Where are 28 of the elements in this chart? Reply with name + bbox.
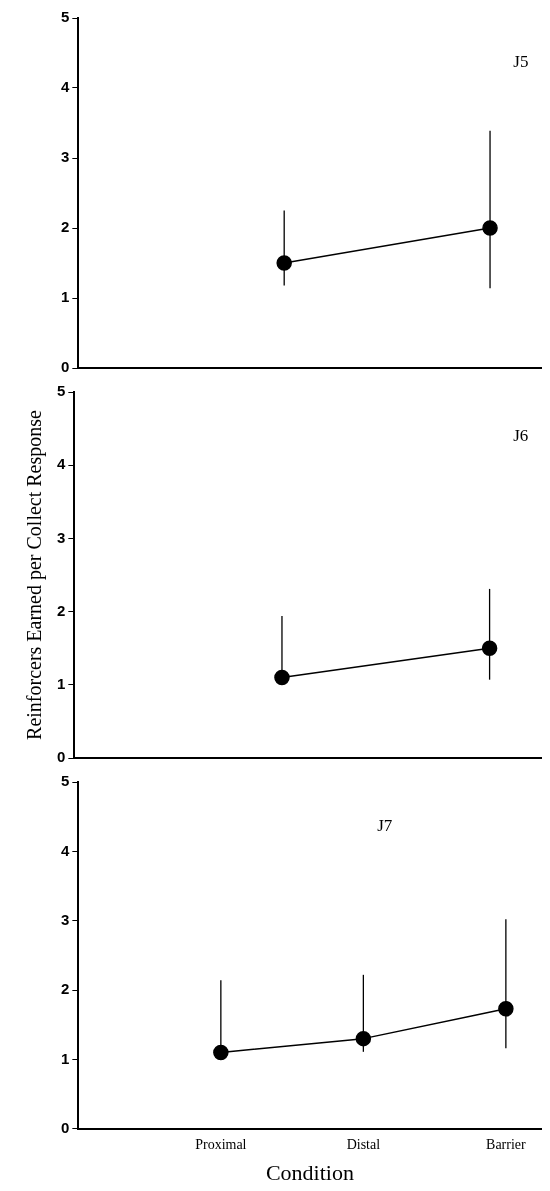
y-tick-label: 4 (61, 841, 70, 859)
annotation: J7 (377, 816, 393, 836)
y-tick-label: 4 (61, 78, 70, 96)
y-tick-label: 5 (61, 8, 70, 26)
annotation: J5 (513, 52, 529, 72)
y-tick-label: 5 (57, 382, 66, 400)
x-tick-label: Barrier (486, 1136, 527, 1152)
y-tick-label: 1 (57, 674, 66, 692)
y-tick-label: 0 (61, 1118, 70, 1136)
x-axis-title: Condition (265, 1159, 354, 1185)
y-tick-label: 2 (57, 601, 66, 619)
y-tick-label: 2 (61, 980, 70, 998)
y-tick-label: 4 (57, 455, 66, 473)
y-tick-label: 1 (61, 1049, 70, 1067)
y-tick-label: 0 (57, 748, 66, 766)
y-tick-label: 3 (57, 528, 66, 546)
y-tick-label: 0 (61, 358, 70, 376)
y-axis-title: Reinforcers Earned per Collect Response (23, 409, 47, 740)
x-tick-label: Proximal (195, 1136, 247, 1152)
point (213, 1044, 229, 1061)
y-tick-label: 3 (61, 148, 70, 166)
y-tick-label: 3 (61, 910, 70, 928)
y-tick-label: 1 (61, 288, 70, 306)
y-tick-label: 5 (61, 772, 70, 790)
y-tick-label: 2 (61, 218, 70, 236)
x-tick-label: Distal (346, 1136, 381, 1152)
point (355, 1030, 372, 1047)
annotation: J6 (513, 426, 529, 446)
